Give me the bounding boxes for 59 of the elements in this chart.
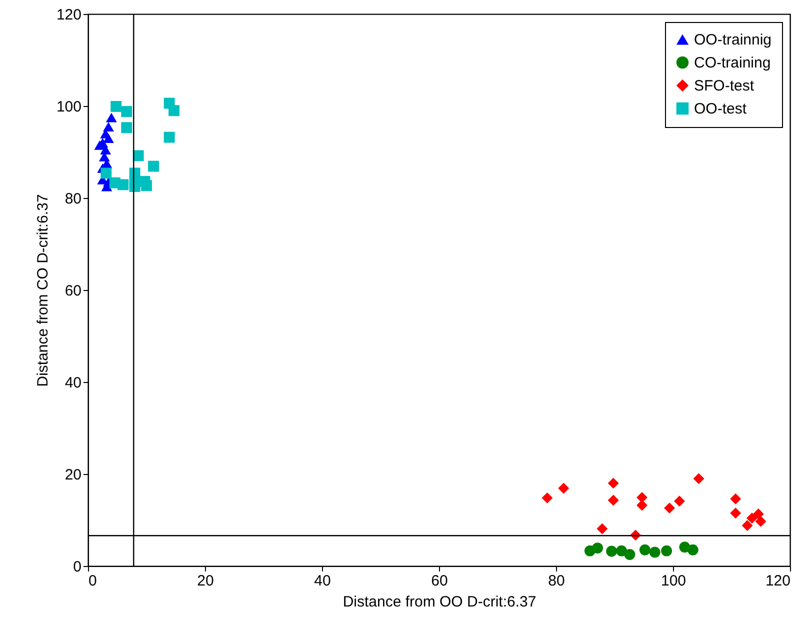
- x-tick-label: 100: [660, 572, 686, 590]
- point: [148, 160, 159, 172]
- legend-label: SFO-test: [694, 78, 755, 94]
- point: [693, 473, 704, 484]
- point: [103, 122, 114, 132]
- point: [121, 122, 132, 134]
- y-tick-label: 40: [64, 374, 82, 392]
- point: [110, 100, 122, 112]
- point: [730, 493, 742, 504]
- point: [674, 496, 685, 507]
- x-axis-title: Distance from OO D-crit:6.37: [342, 594, 536, 610]
- y-tick-label: 120: [56, 6, 82, 24]
- point: [542, 492, 553, 504]
- x-tick-label: 120: [765, 572, 790, 590]
- point: [118, 179, 129, 190]
- point: [752, 508, 764, 520]
- legend-label: CO-training: [694, 54, 771, 72]
- point: [639, 544, 650, 556]
- point: [592, 542, 604, 554]
- point: [606, 546, 618, 557]
- point: [103, 133, 114, 143]
- point: [132, 150, 144, 162]
- point: [664, 502, 675, 514]
- point: [636, 500, 648, 511]
- point: [558, 482, 570, 494]
- point: [636, 492, 648, 503]
- point: [608, 494, 619, 506]
- point: [106, 112, 117, 122]
- x-tick-label: 20: [197, 572, 214, 590]
- x-tick-label: 0: [88, 572, 97, 590]
- point: [661, 545, 672, 556]
- point: [755, 516, 766, 527]
- legend-label: OO-trainnig: [694, 32, 772, 48]
- point: [121, 106, 132, 117]
- point: [608, 478, 619, 489]
- point: [624, 549, 636, 560]
- y-tick-label: 60: [64, 282, 82, 300]
- y-tick-label: 100: [56, 98, 82, 116]
- point: [746, 512, 758, 524]
- point: [94, 140, 106, 150]
- point: [596, 523, 608, 534]
- point: [100, 168, 112, 179]
- point: [129, 181, 140, 192]
- point: [649, 546, 660, 558]
- point: [168, 105, 180, 116]
- x-tick-label: 80: [548, 572, 565, 590]
- y-tick-label: 20: [64, 466, 82, 484]
- legend-label: OO-test: [694, 100, 748, 118]
- y-axis-title: Distance from CO D-crit:6.37: [34, 194, 52, 387]
- point: [164, 132, 175, 143]
- y-tick-label: 0: [73, 558, 82, 576]
- x-tick-label: 40: [314, 572, 331, 590]
- y-tick-label: 80: [64, 190, 82, 208]
- point: [141, 180, 152, 192]
- point: [742, 520, 753, 531]
- point: [616, 545, 627, 556]
- point: [730, 508, 742, 519]
- point: [687, 544, 698, 556]
- x-tick-label: 60: [431, 572, 448, 590]
